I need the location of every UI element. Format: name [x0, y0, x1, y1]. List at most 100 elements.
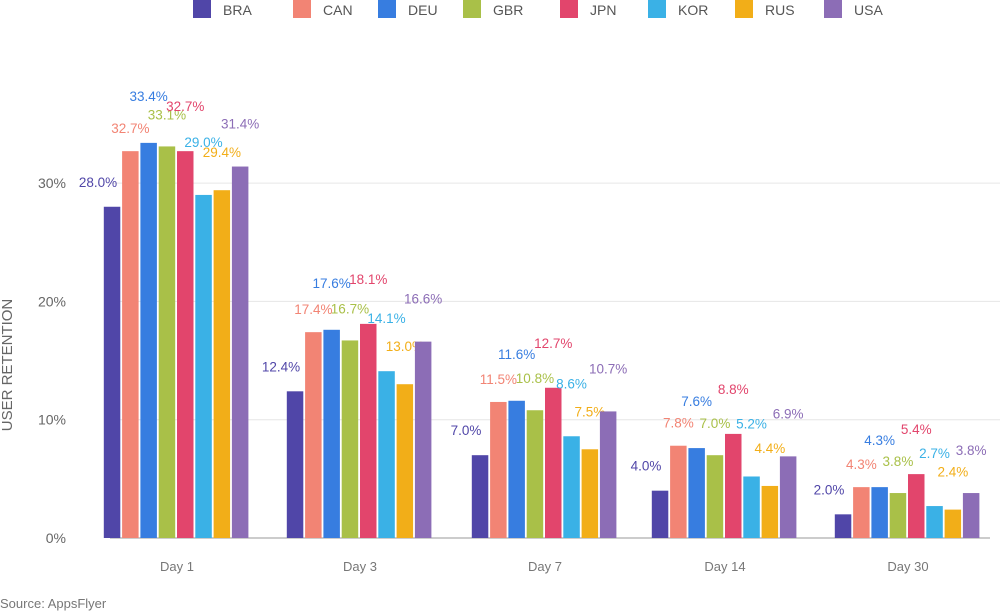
- bar-usa: [414, 341, 432, 538]
- data-label: 12.7%: [534, 336, 572, 351]
- bar-jpn: [360, 323, 377, 538]
- x-tick-label: Day 7: [528, 559, 562, 574]
- bar-bra: [834, 514, 852, 538]
- data-label: 8.6%: [556, 376, 587, 391]
- bar-gbr: [158, 146, 176, 538]
- bar-rus: [761, 485, 779, 538]
- x-tick-label: Day 1: [160, 559, 194, 574]
- bar-rus: [396, 384, 414, 538]
- bar-deu: [688, 448, 705, 538]
- bar-can: [305, 332, 322, 538]
- data-label: 10.7%: [589, 361, 627, 376]
- data-label: 10.8%: [516, 371, 554, 386]
- data-label: 6.9%: [773, 406, 804, 421]
- bar-jpn: [725, 433, 742, 538]
- data-label: 7.0%: [451, 423, 482, 438]
- data-label: 12.4%: [262, 359, 300, 374]
- data-label: 4.3%: [864, 433, 895, 448]
- data-label: 3.8%: [883, 454, 914, 469]
- y-axis-label: USER RETENTION: [0, 299, 16, 432]
- data-label: 31.4%: [221, 117, 259, 132]
- data-label: 2.7%: [919, 446, 950, 461]
- bar-kor: [195, 194, 212, 538]
- bar-jpn: [545, 387, 562, 538]
- data-label: 32.7%: [166, 99, 204, 114]
- legend-label: GBR: [493, 2, 523, 18]
- data-label: 2.0%: [814, 482, 845, 497]
- data-label: 16.6%: [404, 292, 442, 307]
- y-tick-label: 20%: [38, 293, 66, 309]
- x-tick-label: Day 3: [343, 559, 377, 574]
- legend-label: KOR: [678, 2, 708, 18]
- y-tick-label: 30%: [38, 175, 66, 191]
- legend-label: BRA: [223, 2, 252, 18]
- bar-kor: [926, 506, 943, 538]
- bar-bra: [471, 455, 489, 538]
- legend-swatch-can: [293, 0, 311, 18]
- data-label: 11.5%: [480, 372, 517, 387]
- data-label: 7.5%: [574, 404, 605, 419]
- bar-jpn: [177, 151, 194, 538]
- legend-swatch-rus: [735, 0, 753, 18]
- data-label: 14.1%: [367, 311, 405, 326]
- bar-deu: [140, 142, 157, 539]
- data-label: 33.4%: [130, 89, 168, 104]
- data-label: 2.4%: [937, 465, 968, 480]
- bar-can: [853, 487, 870, 538]
- data-label: 32.7%: [111, 121, 149, 136]
- data-label: 17.6%: [313, 276, 351, 291]
- legend-swatch-usa: [824, 0, 842, 18]
- data-label: 13.0%: [386, 339, 424, 354]
- y-tick-label: 0%: [46, 530, 66, 546]
- bar-can: [490, 401, 507, 538]
- bar-usa: [962, 493, 980, 538]
- data-label: 33.1%: [148, 107, 186, 122]
- legend-swatch-gbr: [463, 0, 481, 18]
- bar-rus: [581, 449, 599, 538]
- data-label: 29.0%: [184, 135, 222, 150]
- bar-can: [122, 151, 139, 538]
- bar-deu: [508, 400, 525, 538]
- data-label: 7.6%: [681, 394, 712, 409]
- data-label: 17.4%: [294, 302, 332, 317]
- data-label: 3.8%: [956, 443, 987, 458]
- bar-kor: [743, 476, 760, 538]
- bar-gbr: [526, 410, 544, 538]
- x-tick-label: Day 30: [887, 559, 928, 574]
- bar-gbr: [889, 493, 907, 538]
- bar-bra: [651, 490, 669, 538]
- data-label: 4.4%: [754, 441, 785, 456]
- data-label: 4.3%: [846, 457, 877, 472]
- legend-swatch-deu: [378, 0, 396, 18]
- y-tick-label: 10%: [38, 412, 66, 428]
- data-label: 11.6%: [498, 347, 535, 362]
- legend-swatch-jpn: [560, 0, 578, 18]
- legend-swatch-bra: [193, 0, 211, 18]
- bar-deu: [323, 329, 340, 538]
- bar-jpn: [908, 474, 925, 538]
- legend-label: RUS: [765, 2, 795, 18]
- data-label: 7.8%: [663, 416, 694, 431]
- bar-can: [670, 445, 687, 538]
- data-label: 7.0%: [700, 416, 731, 431]
- data-label: 5.2%: [736, 416, 767, 431]
- x-tick-label: Day 14: [704, 559, 745, 574]
- bar-usa: [779, 456, 797, 538]
- source-note: Source: AppsFlyer: [0, 596, 107, 611]
- data-label: 28.0%: [79, 175, 117, 190]
- data-label: 4.0%: [631, 459, 662, 474]
- bar-rus: [944, 509, 962, 538]
- bar-bra: [286, 391, 304, 538]
- bar-bra: [103, 206, 121, 538]
- bar-deu: [871, 487, 888, 538]
- legend-label: DEU: [408, 2, 438, 18]
- legend-swatch-kor: [648, 0, 666, 18]
- bar-kor: [378, 371, 395, 538]
- data-label: 18.1%: [349, 272, 387, 287]
- bar-gbr: [341, 340, 359, 538]
- data-label: 16.7%: [331, 301, 369, 316]
- bar-usa: [599, 411, 617, 538]
- data-label: 5.4%: [901, 422, 932, 437]
